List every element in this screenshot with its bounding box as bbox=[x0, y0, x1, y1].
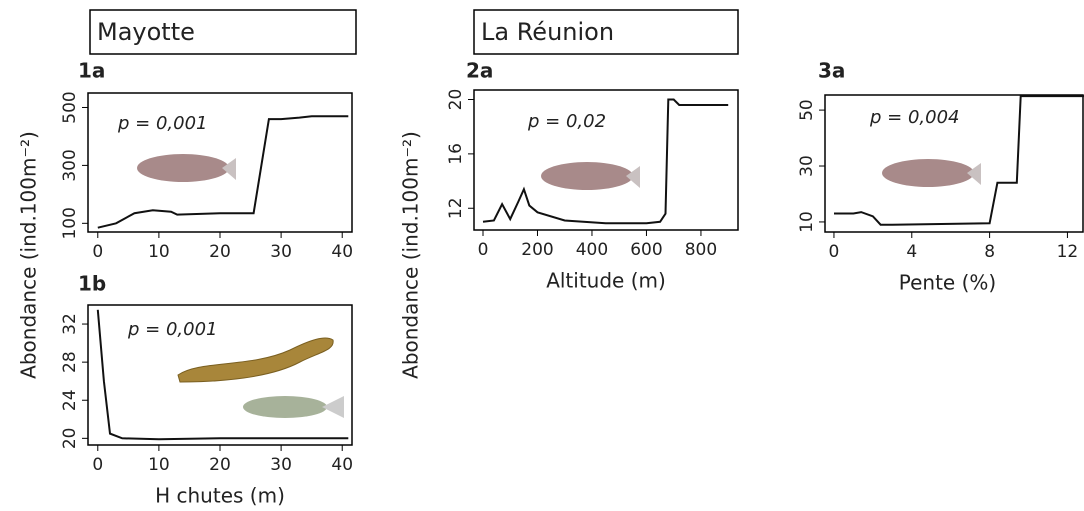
x-tick-label: 10 bbox=[148, 242, 170, 262]
panel-label: 3a bbox=[818, 59, 845, 83]
header-box bbox=[89, 9, 357, 55]
y-tick-label: 500 bbox=[60, 91, 80, 123]
p-value: p = 0,02 bbox=[527, 111, 606, 132]
y-tick-label: 20 bbox=[446, 89, 466, 111]
x-axis-title: H chutes (m) bbox=[155, 484, 285, 508]
y-axis-title: Abondance (ind.100m⁻²) bbox=[399, 131, 423, 379]
y-tick-label: 20 bbox=[60, 428, 80, 450]
p-value: p = 0,001 bbox=[117, 113, 207, 134]
plot-box bbox=[824, 94, 1084, 233]
y-tick-label: 50 bbox=[797, 99, 817, 121]
data-line bbox=[97, 115, 349, 229]
y-tick-label: 10 bbox=[797, 211, 817, 233]
panel-label: 1b bbox=[78, 272, 106, 296]
panel-label: 1a bbox=[78, 59, 105, 83]
x-tick-label: 12 bbox=[1057, 242, 1079, 262]
x-axis-title: Pente (%) bbox=[899, 271, 996, 295]
fish-icons bbox=[137, 154, 981, 418]
y-tick-label: 16 bbox=[446, 143, 466, 165]
x-tick-label: 30 bbox=[270, 455, 292, 475]
x-tick-label: 400 bbox=[576, 240, 608, 260]
x-tick-label: 800 bbox=[685, 240, 717, 260]
x-tick-label: 20 bbox=[209, 455, 231, 475]
x-tick-label: 40 bbox=[331, 455, 353, 475]
y-tick-label: 28 bbox=[60, 351, 80, 373]
y-tick-label: 32 bbox=[60, 313, 80, 335]
x-tick-label: 10 bbox=[148, 455, 170, 475]
panel-label: 2a bbox=[466, 59, 493, 83]
y-tick-label: 30 bbox=[797, 155, 817, 177]
y-tick-label: 100 bbox=[60, 207, 80, 239]
data-line bbox=[834, 95, 1084, 226]
x-tick-label: 0 bbox=[92, 242, 103, 262]
x-tick-label: 0 bbox=[829, 242, 840, 262]
x-tick-label: 0 bbox=[92, 455, 103, 475]
x-axis-title: Altitude (m) bbox=[546, 269, 666, 293]
y-axis-title: Abondance (ind.100m⁻²) bbox=[17, 131, 41, 379]
header: La Réunion bbox=[481, 18, 614, 46]
x-tick-label: 4 bbox=[906, 242, 917, 262]
x-tick-label: 20 bbox=[209, 242, 231, 262]
x-tick-label: 8 bbox=[984, 242, 995, 262]
y-tick-label: 24 bbox=[60, 389, 80, 411]
p-value: p = 0,001 bbox=[127, 319, 217, 340]
y-tick-label: 12 bbox=[446, 197, 466, 219]
x-tick-label: 40 bbox=[331, 242, 353, 262]
p-value: p = 0,004 bbox=[869, 107, 959, 128]
data-line bbox=[482, 98, 729, 225]
x-tick-label: 0 bbox=[478, 240, 489, 260]
x-tick-label: 30 bbox=[270, 242, 292, 262]
header-box bbox=[473, 9, 739, 55]
y-tick-label: 300 bbox=[60, 149, 80, 181]
plot-box bbox=[473, 89, 739, 231]
data-line bbox=[96, 309, 349, 441]
x-tick-label: 200 bbox=[521, 240, 553, 260]
x-tick-label: 600 bbox=[630, 240, 662, 260]
header: Mayotte bbox=[97, 18, 195, 46]
